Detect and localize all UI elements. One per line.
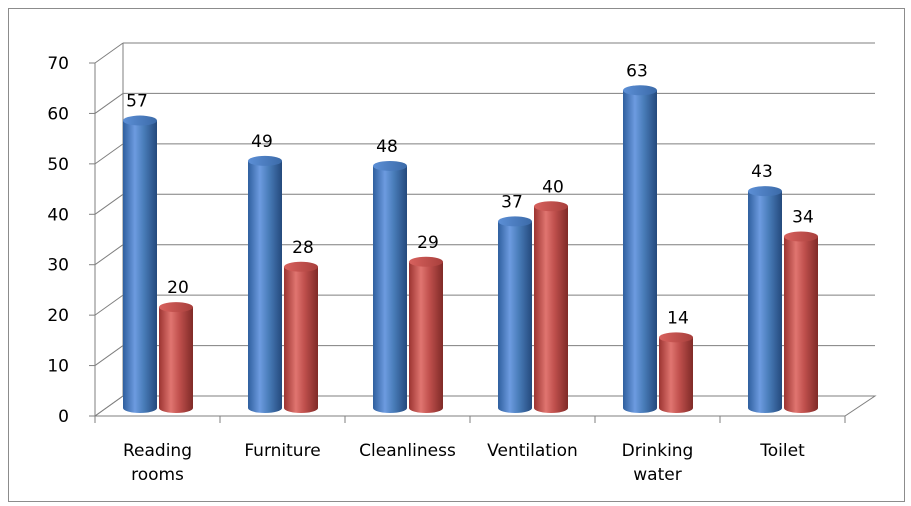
axes: 0 10 20 30 40 50 60 70 xyxy=(47,54,877,427)
data-label: 63 xyxy=(626,61,648,81)
bar-cap-series-1 xyxy=(248,155,282,166)
bar-series-2 xyxy=(284,266,318,413)
bar-series-2 xyxy=(409,261,443,413)
category-label: Reading rooms xyxy=(123,441,192,485)
data-label: 49 xyxy=(251,132,273,152)
data-label: 14 xyxy=(667,308,689,328)
category-label: Toilet xyxy=(759,441,805,461)
data-label: 43 xyxy=(751,162,773,182)
y-tick-label: 40 xyxy=(47,205,69,225)
bar-series-2 xyxy=(659,337,693,413)
data-labels: 57 20 49 28 48 29 37 40 63 14 43 34 xyxy=(126,61,814,328)
bar-cap-series-1 xyxy=(623,85,657,96)
category-label: Furniture xyxy=(244,441,320,461)
data-label: 29 xyxy=(417,233,439,253)
bar-series-1 xyxy=(623,90,657,414)
y-tick-label: 10 xyxy=(47,357,69,377)
gridline-depth xyxy=(94,345,124,366)
y-tick-label: 60 xyxy=(47,104,69,124)
gridline-depth xyxy=(94,93,124,114)
bar-cap-series-1 xyxy=(123,115,157,126)
bar-cap-series-2 xyxy=(284,261,318,272)
bar-series-1 xyxy=(248,160,282,413)
bar-cap-series-1 xyxy=(373,160,407,171)
bar-cap-series-2 xyxy=(534,201,568,212)
bar-series-1 xyxy=(123,120,157,414)
category-labels: Reading rooms Furniture Cleanliness Ventilat… xyxy=(123,441,805,485)
data-label: 28 xyxy=(292,238,314,258)
bars xyxy=(123,85,818,414)
data-label: 20 xyxy=(167,278,189,298)
bar-cap-series-1 xyxy=(498,216,532,227)
data-label: 48 xyxy=(376,137,398,157)
gridline-depth xyxy=(94,294,124,316)
category-label: Cleanliness xyxy=(359,441,456,461)
bar-cap-series-2 xyxy=(409,256,443,267)
data-label: 34 xyxy=(792,208,814,228)
bar-cap-series-1 xyxy=(748,186,782,197)
gridline-depth xyxy=(94,193,124,215)
y-tick-label: 0 xyxy=(58,407,69,427)
data-label: 37 xyxy=(501,192,523,212)
bar-series-1 xyxy=(748,191,782,413)
y-tick-label: 30 xyxy=(47,256,69,276)
category-label: Drinking water xyxy=(622,441,694,485)
gridline-depth xyxy=(94,244,124,266)
y-tick-label: 50 xyxy=(47,155,69,175)
bar-series-1 xyxy=(373,165,407,413)
bar-series-2 xyxy=(784,236,818,413)
data-label: 57 xyxy=(126,92,148,112)
gridline-depth xyxy=(94,42,124,64)
bar-series-2 xyxy=(159,307,193,413)
bar-series-2 xyxy=(534,206,568,413)
bar-cap-series-2 xyxy=(784,231,818,242)
bar-cap-series-2 xyxy=(659,332,693,343)
data-label: 40 xyxy=(542,177,564,197)
y-tick-label: 70 xyxy=(47,54,69,74)
bar-cap-series-2 xyxy=(159,302,193,313)
gridline-depth xyxy=(94,143,124,165)
bar-series-1 xyxy=(498,221,532,413)
y-tick-label: 20 xyxy=(47,306,69,326)
category-label: Ventilation xyxy=(487,441,578,461)
